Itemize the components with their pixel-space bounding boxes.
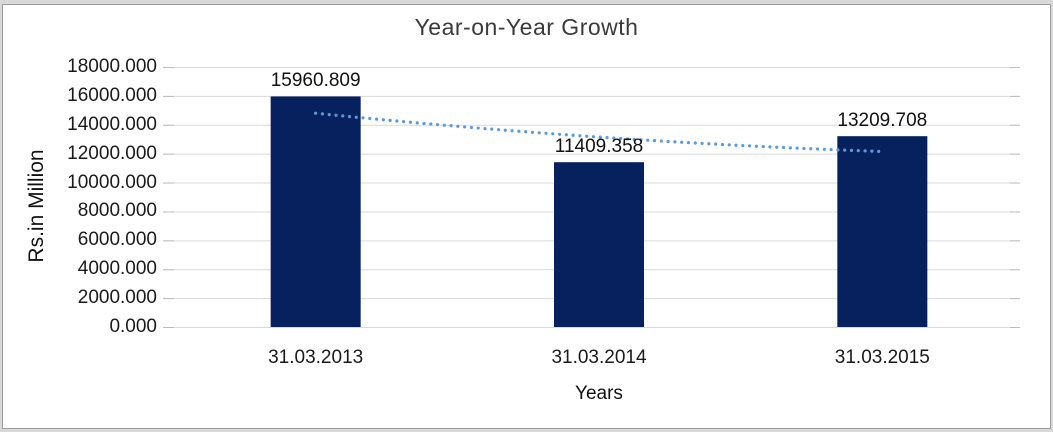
x-tick-label: 31.03.2015 xyxy=(834,347,930,368)
y-tick-label: 4000.000 xyxy=(77,258,157,280)
y-tick-label: 10000.000 xyxy=(67,171,157,193)
y-tick-label: 8000.000 xyxy=(77,200,157,222)
y-tick-label: 14000.000 xyxy=(67,113,157,135)
y-tick-label: 0.000 xyxy=(109,316,157,337)
bar-data-label: 11409.358 xyxy=(554,136,644,158)
y-tick-label: 6000.000 xyxy=(77,229,157,251)
y-tick-label: 2000.000 xyxy=(77,287,157,309)
x-axis-title: Years xyxy=(575,383,623,404)
chart-title: Year-on-Year Growth xyxy=(414,14,639,40)
y-tick-label: 18000.000 xyxy=(67,56,157,77)
x-tick-label: 31.03.2013 xyxy=(268,347,364,368)
y-tick-label: 16000.000 xyxy=(67,84,157,106)
bar-data-label: 13209.708 xyxy=(837,110,928,132)
trendline xyxy=(314,111,884,154)
bar xyxy=(837,136,928,327)
bar xyxy=(270,96,361,327)
bar xyxy=(554,162,644,327)
y-tick-label: 12000.000 xyxy=(67,142,157,164)
bar-data-label: 15960.809 xyxy=(270,70,361,92)
x-tick-label: 31.03.2014 xyxy=(551,347,647,368)
